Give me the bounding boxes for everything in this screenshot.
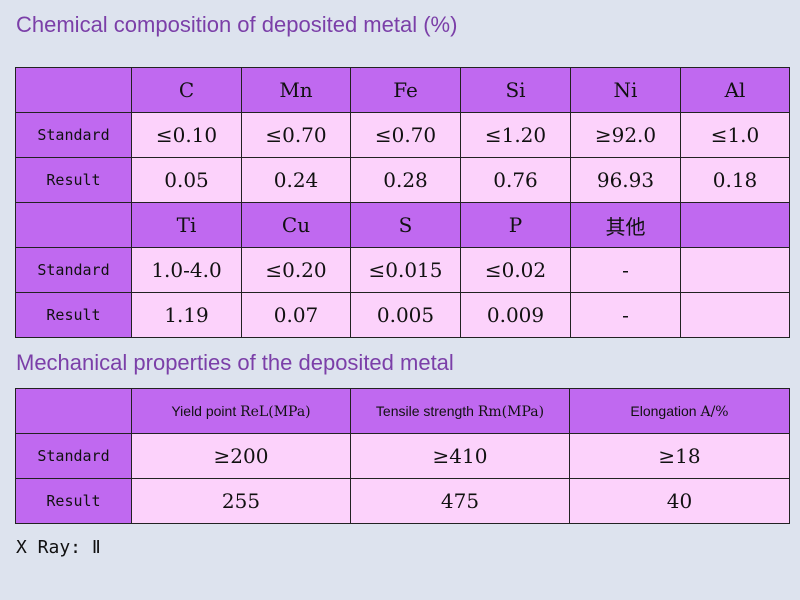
result-row-2: Result 1.19 0.07 0.005 0.009 - <box>15 292 790 338</box>
header-unit: A/% <box>700 403 729 420</box>
standard-value: ≤0.20 <box>241 247 351 293</box>
element-header: P <box>460 202 571 248</box>
standard-value: ≤0.70 <box>350 112 461 158</box>
corner-cell <box>15 388 132 434</box>
standard-value: ≥200 <box>131 433 351 479</box>
result-value: 40 <box>569 478 790 524</box>
standard-value: ≤0.02 <box>460 247 571 293</box>
mechanical-header-row: Yield point ReL(MPa) Tensile strength Rm… <box>15 388 790 434</box>
row-label-standard: Standard <box>15 112 132 158</box>
standard-value: ≤0.10 <box>131 112 242 158</box>
chemical-composition-table: C Mn Fe Si Ni Al Standard ≤0.10 ≤0.70 ≤0… <box>15 67 790 338</box>
mechanical-properties-title: Mechanical properties of the deposited m… <box>16 350 454 375</box>
element-header-row-2: Ti Cu S P 其他 <box>15 202 790 248</box>
chemical-composition-title: Chemical composition of deposited metal … <box>16 12 458 37</box>
header-name: Yield point <box>171 402 241 419</box>
yield-point-header: Yield point ReL(MPa) <box>131 388 351 434</box>
standard-value: ≥18 <box>569 433 790 479</box>
result-value: 0.005 <box>350 292 461 338</box>
xray-grade: X Ray: Ⅱ <box>16 537 101 558</box>
result-value: 0.28 <box>350 157 461 203</box>
element-header: Si <box>460 67 571 113</box>
element-header: 其他 <box>570 202 681 248</box>
mechanical-standard-row: Standard ≥200 ≥410 ≥18 <box>15 433 790 479</box>
row-label-result: Result <box>15 157 132 203</box>
result-value: 0.18 <box>680 157 790 203</box>
result-row-1: Result 0.05 0.24 0.28 0.76 96.93 0.18 <box>15 157 790 203</box>
standard-value: ≥92.0 <box>570 112 681 158</box>
standard-row-1: Standard ≤0.10 ≤0.70 ≤0.70 ≤1.20 ≥92.0 ≤… <box>15 112 790 158</box>
standard-value: ≤0.015 <box>350 247 461 293</box>
element-header: Ni <box>570 67 681 113</box>
standard-value-empty <box>680 247 790 293</box>
elongation-header: Elongation A/% <box>569 388 790 434</box>
standard-value: ≥410 <box>350 433 570 479</box>
standard-value: - <box>570 247 681 293</box>
row-label-result: Result <box>15 478 132 524</box>
result-value: - <box>570 292 681 338</box>
result-value: 0.24 <box>241 157 351 203</box>
result-value-empty <box>680 292 790 338</box>
header-name: Tensile strength <box>375 402 478 419</box>
corner-cell <box>15 202 132 248</box>
element-header: Fe <box>350 67 461 113</box>
row-label-standard: Standard <box>15 433 132 479</box>
element-header: S <box>350 202 461 248</box>
result-value: 0.76 <box>460 157 571 203</box>
corner-cell <box>15 67 132 113</box>
element-header: C <box>131 67 242 113</box>
standard-value: ≤0.70 <box>241 112 351 158</box>
standard-value: 1.0-4.0 <box>131 247 242 293</box>
element-header-row-1: C Mn Fe Si Ni Al <box>15 67 790 113</box>
result-value: 1.19 <box>131 292 242 338</box>
mechanical-properties-table: Yield point ReL(MPa) Tensile strength Rm… <box>15 388 790 524</box>
row-label-result: Result <box>15 292 132 338</box>
standard-value: ≤1.0 <box>680 112 790 158</box>
element-header: Al <box>680 67 790 113</box>
result-value: 96.93 <box>570 157 681 203</box>
result-value: 0.07 <box>241 292 351 338</box>
element-header: Ti <box>131 202 242 248</box>
mechanical-result-row: Result 255 475 40 <box>15 478 790 524</box>
result-value: 255 <box>131 478 351 524</box>
header-unit: ReL(MPa) <box>240 403 311 420</box>
tensile-strength-header: Tensile strength Rm(MPa) <box>350 388 570 434</box>
header-unit: Rm(MPa) <box>477 403 545 420</box>
element-header: Cu <box>241 202 351 248</box>
header-name: Elongation <box>630 402 701 419</box>
element-header: Mn <box>241 67 351 113</box>
result-value: 0.009 <box>460 292 571 338</box>
result-value: 0.05 <box>131 157 242 203</box>
element-header-empty <box>680 202 790 248</box>
standard-row-2: Standard 1.0-4.0 ≤0.20 ≤0.015 ≤0.02 - <box>15 247 790 293</box>
standard-value: ≤1.20 <box>460 112 571 158</box>
result-value: 475 <box>350 478 570 524</box>
row-label-standard: Standard <box>15 247 132 293</box>
